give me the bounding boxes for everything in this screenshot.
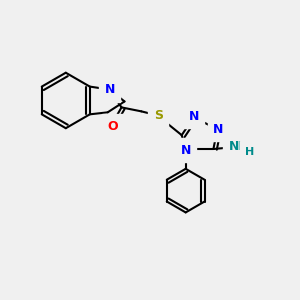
Text: N: N: [181, 143, 191, 157]
Text: H: H: [245, 147, 255, 157]
Text: S: S: [154, 109, 163, 122]
Text: NH: NH: [229, 140, 250, 152]
Text: N: N: [104, 83, 115, 96]
Text: N: N: [213, 123, 224, 136]
Text: N: N: [188, 110, 199, 123]
Text: O: O: [107, 120, 118, 133]
